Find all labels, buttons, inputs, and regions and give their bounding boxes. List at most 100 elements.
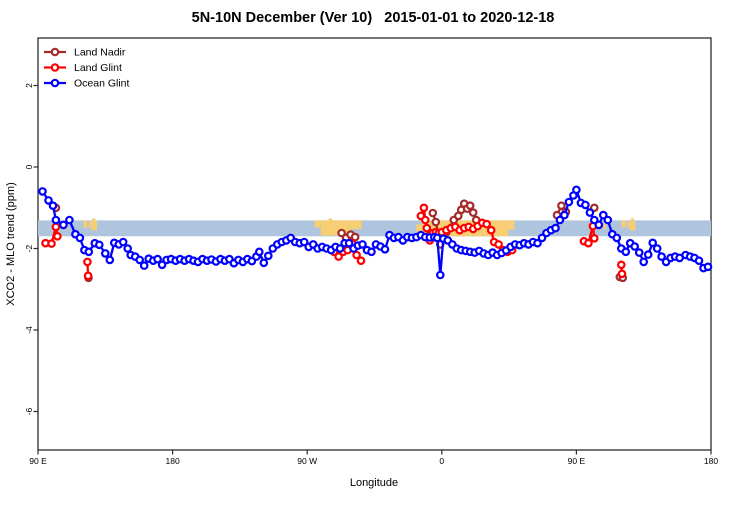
data-point-marker (139, 261, 149, 270)
data-point-marker (334, 252, 343, 261)
data-point-marker (335, 244, 345, 253)
data-point-marker (482, 219, 492, 229)
data-point-marker (634, 248, 644, 257)
data-point-marker (648, 238, 658, 248)
legend-label-land-nadir: Land Nadir (74, 47, 126, 59)
data-point-marker (352, 250, 361, 260)
x-tick-label: 90 E (568, 456, 586, 466)
island-speck (90, 218, 98, 231)
data-point-marker (486, 225, 496, 235)
data-point-marker (494, 240, 503, 249)
data-point-marker (337, 228, 346, 238)
data-point-marker (123, 244, 133, 253)
data-point-marker (533, 238, 542, 248)
data-point-marker (367, 247, 376, 257)
data-point-marker (380, 245, 390, 254)
y-tick-label: -6 (24, 407, 34, 415)
data-point-marker (420, 215, 430, 225)
data-point-marker (48, 201, 58, 211)
data-point-marker (621, 247, 631, 257)
data-point-marker (75, 233, 85, 243)
land-segment (416, 224, 422, 237)
data-point-marker (594, 220, 604, 230)
data-point-marker (356, 256, 366, 266)
data-point-marker (38, 187, 47, 196)
data-point-marker (555, 215, 565, 225)
y-tick-label: 2 (24, 83, 34, 88)
data-point-marker (585, 208, 595, 217)
data-point-marker (263, 251, 273, 261)
data-point-marker (652, 244, 662, 253)
y-tick-label: -2 (24, 244, 34, 252)
legend-item-ocean-glint: Ocean Glint (44, 78, 130, 90)
ocean-glint-series (38, 185, 713, 280)
data-point-marker (465, 201, 475, 211)
land-segment (350, 220, 362, 230)
data-point-marker (468, 208, 478, 217)
legend: Land Nadir Land Glint Ocean Glint (44, 47, 130, 90)
data-point-marker (612, 233, 622, 243)
data-point-marker (83, 271, 93, 281)
y-tick-label: -4 (24, 326, 34, 334)
data-point-marker (47, 239, 56, 248)
land-nadir-marker-icon (50, 47, 60, 57)
x-tick-label: 0 (439, 456, 444, 466)
data-point-marker (428, 208, 438, 218)
y-axis-title: XCO2 - MLO trend (ppm) (5, 182, 17, 305)
land-glint-marker-icon (50, 63, 60, 72)
data-series-layer (38, 185, 713, 283)
land-segment (83, 220, 88, 228)
data-point-marker (51, 222, 61, 232)
data-point-marker (703, 262, 713, 272)
data-point-marker (101, 249, 110, 258)
data-point-marker (598, 210, 608, 220)
land-segment (88, 221, 92, 229)
x-tick-label: 180 (166, 456, 180, 466)
data-point-marker (694, 256, 704, 266)
y-tick-label: 0 (24, 164, 34, 169)
legend-label-land-glint: Land Glint (74, 62, 122, 74)
land-segment (508, 220, 515, 230)
data-point-marker (617, 269, 627, 279)
island-speck (628, 218, 636, 231)
data-point-marker (84, 247, 94, 257)
data-point-marker (153, 254, 162, 264)
data-point-marker (44, 196, 53, 205)
data-point-marker (259, 258, 269, 268)
data-point-marker (572, 185, 581, 195)
legend-item-land-glint: Land Glint (44, 62, 122, 74)
data-point-marker (51, 215, 61, 225)
data-point-marker (643, 250, 653, 259)
data-point-marker (157, 260, 167, 270)
data-point-marker (551, 223, 560, 233)
x-tick-label: 90 W (297, 456, 317, 466)
legend-label-ocean-glint: Ocean Glint (74, 78, 130, 90)
data-point-marker (118, 237, 128, 247)
data-point-marker (59, 220, 68, 230)
data-point-marker (422, 223, 432, 233)
data-point-marker (581, 200, 590, 210)
data-point-marker (105, 255, 115, 265)
data-point-marker (537, 233, 547, 243)
data-point-marker (435, 270, 445, 280)
plot-box (37, 37, 712, 451)
data-point-marker (135, 255, 145, 265)
island-speck (326, 218, 334, 231)
land-segment (603, 222, 607, 230)
data-point-marker (603, 215, 613, 225)
x-tick-label: 90 E (29, 456, 47, 466)
land-segment (314, 220, 321, 228)
data-point-marker (589, 234, 599, 243)
axis-ticks-layer: 90 E 180 90 W 0 90 E 180 2 0 -2 -4 -6 (24, 83, 718, 466)
data-point-marker (95, 240, 104, 250)
data-point-marker (557, 201, 566, 211)
data-point-marker (299, 237, 309, 247)
data-point-marker (589, 215, 599, 225)
x-axis-title: Longitude (350, 477, 398, 489)
data-point-marker (657, 252, 666, 261)
land-segment (621, 220, 626, 228)
data-point-marker (560, 210, 569, 220)
data-point-marker (616, 260, 626, 270)
